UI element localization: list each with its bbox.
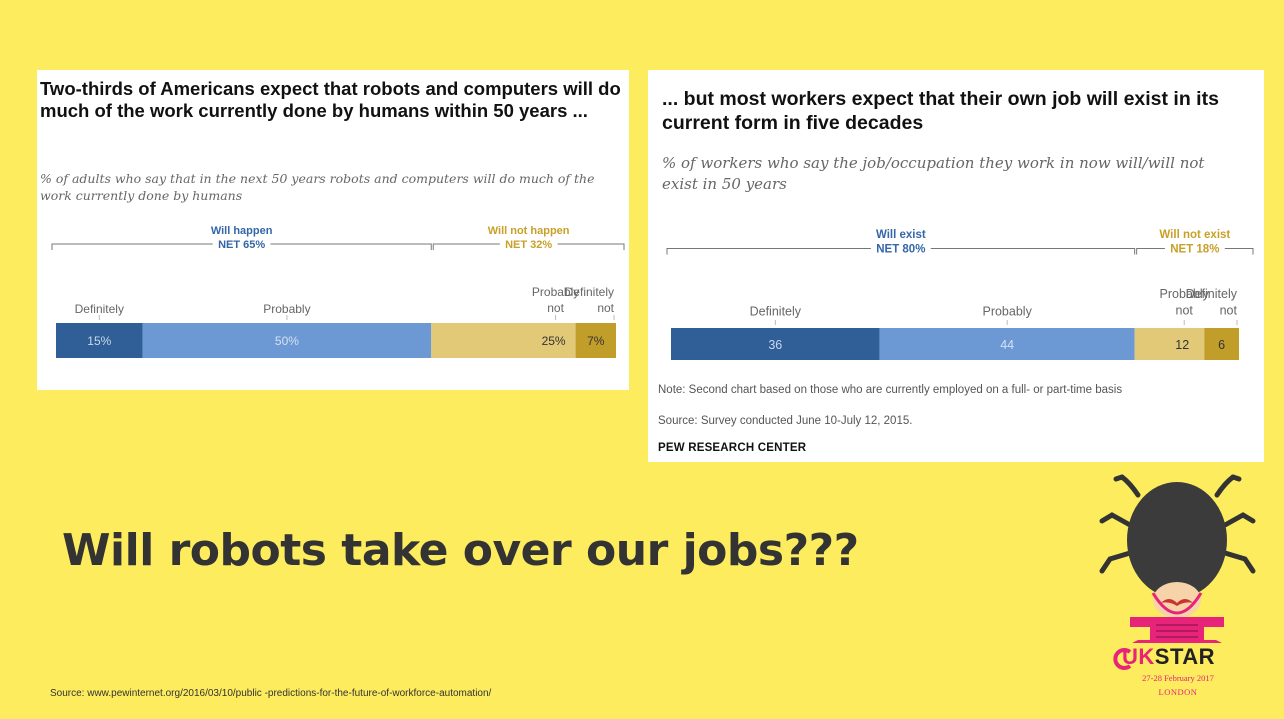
logo-star: STAR: [1154, 644, 1216, 669]
group-bracket-left-1: [432, 243, 500, 250]
bar-segment-definitely-not: [1204, 328, 1239, 360]
group-net-0: NET 65%: [218, 239, 265, 251]
stacked-bar-chart-left: Will happen NET 65% Will not happen NET 32%…: [51, 225, 625, 358]
chart-subtitle: % of workers who say the job/occupation …: [662, 154, 1205, 193]
group-label-0: Will happen: [211, 225, 273, 237]
category-label: Definitely not: [1186, 287, 1238, 318]
group-bracket-right-1: [1224, 248, 1254, 255]
category-label: Definitely: [75, 302, 124, 316]
logo-date: 27-28 February 2017: [1142, 673, 1214, 683]
bar-segment-definitely: [671, 328, 880, 360]
bar-value-label: 25%: [542, 334, 566, 348]
group-bracket-left-0: [666, 248, 871, 255]
group-bracket-left-1: [1136, 248, 1165, 255]
category-label: Probably not: [532, 285, 579, 315]
chart-title: ... but most workers expect that their o…: [662, 88, 1219, 134]
bar-value-label: 50%: [275, 334, 299, 348]
chart-panel-right: ... but most workers expect that their o…: [648, 70, 1264, 462]
bar-segment-definitely: [56, 323, 143, 358]
chart-subtitle: % of adults who say that in the next 50 …: [40, 171, 595, 203]
group-net-1: NET 32%: [505, 239, 552, 251]
bar-value-label: 7%: [587, 334, 605, 348]
stacked-bar-chart-right: Will exist NET 80% Will not exist NET 18% De…: [666, 229, 1254, 360]
logo-uk: UK: [1122, 644, 1155, 669]
category-label: Definitely: [750, 305, 802, 319]
group-net-0: NET 80%: [876, 244, 925, 256]
category-label: Probably: [982, 305, 1032, 319]
group-bracket-right-0: [270, 243, 432, 250]
bar-segment-probably-not: [1134, 328, 1205, 360]
ukstar-logo-icon: [1099, 474, 1256, 670]
category-label: Probably not: [1160, 287, 1210, 318]
source-footer: Source: www.pewinternet.org/2016/03/10/p…: [50, 688, 492, 699]
logo-wordmark: UKSTAR: [1122, 644, 1215, 670]
category-label: Probably: [263, 302, 310, 316]
chart-panel-left: Two-thirds of Americans expect that robo…: [37, 70, 629, 390]
bar-value-label: 15%: [87, 334, 111, 348]
group-net-1: NET 18%: [1170, 244, 1219, 256]
chart-title: Two-thirds of Americans expect that robo…: [40, 78, 621, 121]
group-label-1: Will not exist: [1159, 229, 1230, 241]
bar-value-label: 6: [1218, 338, 1225, 352]
logo-city: LONDON: [1158, 687, 1198, 697]
group-bracket-right-1: [557, 243, 625, 250]
chart-note: Note: Second chart based on those who ar…: [658, 384, 1123, 396]
group-bracket-left-0: [51, 243, 213, 250]
chart-source: Source: Survey conducted June 10-July 12…: [658, 415, 913, 427]
pew-brand: PEW RESEARCH CENTER: [658, 442, 807, 454]
bar-value-label: 44: [1000, 338, 1014, 352]
group-bracket-right-0: [930, 248, 1136, 255]
slide-title: Will robots take over our jobs???: [62, 525, 859, 576]
bar-value-label: 12: [1175, 338, 1189, 352]
group-label-0: Will exist: [876, 229, 926, 241]
group-label-1: Will not happen: [488, 225, 570, 237]
bar-segment-probably-not: [431, 323, 576, 358]
bar-segment-definitely-not: [575, 323, 616, 358]
bar-segment-probably: [879, 328, 1135, 360]
bar-segment-probably: [142, 323, 432, 358]
category-label: Definitely not: [565, 285, 615, 315]
bar-value-label: 36: [768, 338, 782, 352]
